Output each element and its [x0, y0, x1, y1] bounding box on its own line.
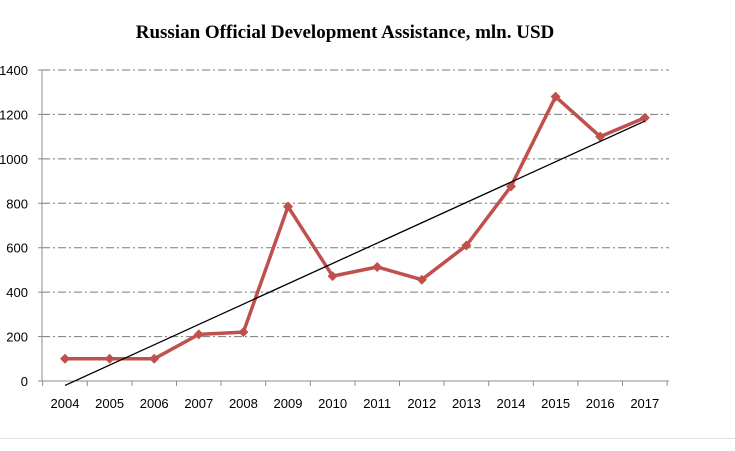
x-tick-label: 2005: [95, 396, 124, 411]
x-tick-label: 2006: [140, 396, 169, 411]
data-point-2009: [283, 201, 293, 212]
x-tick-label: 2008: [229, 396, 258, 411]
axis-layer: [38, 69, 669, 386]
data-point-2012: [416, 274, 427, 285]
data-point-2016: [595, 131, 606, 142]
x-tick-label: 2016: [586, 396, 615, 411]
data-point-2010: [327, 271, 338, 282]
data-point-2005: [104, 353, 115, 364]
grid-layer: [42, 69, 669, 338]
chart-title: Russian Official Development Assistance,…: [136, 22, 555, 43]
data-point-2006: [149, 353, 160, 364]
data-point-2007: [193, 329, 204, 340]
x-tick-label: 2010: [318, 396, 347, 411]
data-point-2008: [238, 327, 249, 338]
data-point-2013: [461, 240, 472, 251]
x-tick-label: 2007: [184, 396, 213, 411]
x-tick-label: 2004: [51, 396, 80, 411]
data-point-2017: [639, 112, 650, 123]
y-tick-label: 1200: [0, 107, 28, 122]
x-tick-label: 2009: [274, 396, 303, 411]
bottom-divider: [0, 438, 735, 439]
y-tick-labels: 0 200 400 600 800 1000 1200 1400: [0, 63, 28, 389]
x-tick-label: 2014: [497, 396, 526, 411]
y-tick-label: 600: [6, 241, 28, 256]
data-point-2015: [550, 91, 561, 102]
y-tick-label: 400: [6, 285, 28, 300]
x-tick-labels: 2004 2005 2006 2007 2008 2009 2010 2011 2012 2013…: [51, 396, 660, 411]
trend-layer: [64, 120, 646, 387]
x-tick-label: 2015: [541, 396, 570, 411]
trendline: [64, 120, 646, 387]
x-tick-label: 2012: [407, 396, 436, 411]
x-tick-label: 2011: [363, 396, 391, 411]
data-point-2011: [372, 262, 383, 273]
y-tick-label: 200: [6, 330, 28, 345]
x-tick-label: 2017: [630, 396, 659, 411]
y-tick-label: 1400: [0, 63, 28, 78]
data-point-2004: [60, 353, 70, 364]
x-tick-label: 2013: [452, 396, 481, 411]
y-tick-label: 800: [6, 196, 28, 211]
y-tick-label: 0: [21, 374, 28, 389]
y-tick-label: 1000: [0, 152, 28, 167]
series-line: [65, 94, 646, 361]
series-layer: [60, 91, 650, 364]
